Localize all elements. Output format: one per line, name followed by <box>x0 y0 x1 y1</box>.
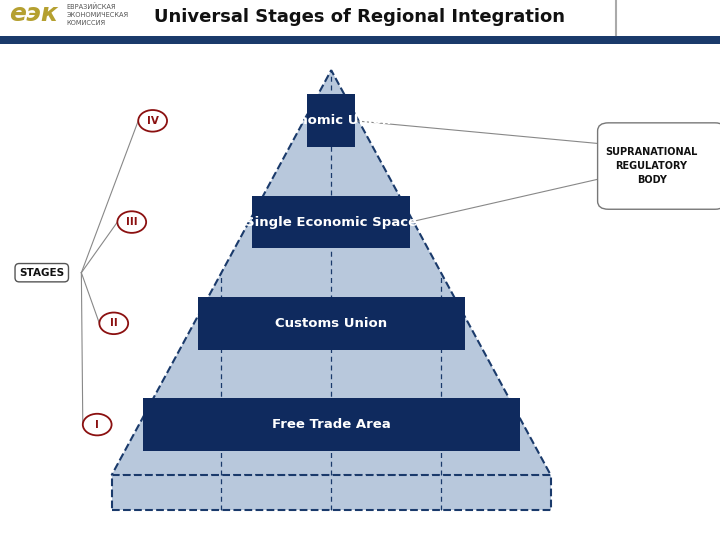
Text: SUPRANATIONAL
REGULATORY
BODY: SUPRANATIONAL REGULATORY BODY <box>606 147 698 185</box>
Text: III: III <box>126 217 138 227</box>
Circle shape <box>138 110 167 132</box>
Circle shape <box>99 313 128 334</box>
Bar <box>307 94 355 147</box>
Text: Free Trade Area: Free Trade Area <box>272 418 390 431</box>
Text: Single Economic Space: Single Economic Space <box>245 215 418 228</box>
Circle shape <box>117 211 146 233</box>
Polygon shape <box>112 70 551 475</box>
Text: II: II <box>110 318 117 328</box>
Text: Economic Union: Economic Union <box>271 114 391 127</box>
Text: Universal Stages of Regional Integration: Universal Stages of Regional Integration <box>155 8 565 26</box>
Text: еэк: еэк <box>9 2 58 25</box>
Bar <box>253 195 410 248</box>
Text: STAGES: STAGES <box>19 268 64 278</box>
Text: ЕВРАЗИЙСКАЯ
ЭКОНОМИЧЕСКАЯ
КОМИССИЯ: ЕВРАЗИЙСКАЯ ЭКОНОМИЧЕСКАЯ КОМИССИЯ <box>66 4 128 26</box>
Bar <box>112 475 551 510</box>
Text: IV: IV <box>147 116 158 126</box>
Bar <box>197 297 465 350</box>
Bar <box>143 399 520 451</box>
Bar <box>0 36 720 44</box>
FancyBboxPatch shape <box>598 123 720 210</box>
Text: I: I <box>95 420 99 430</box>
Text: Customs Union: Customs Union <box>275 317 387 330</box>
Circle shape <box>83 414 112 435</box>
